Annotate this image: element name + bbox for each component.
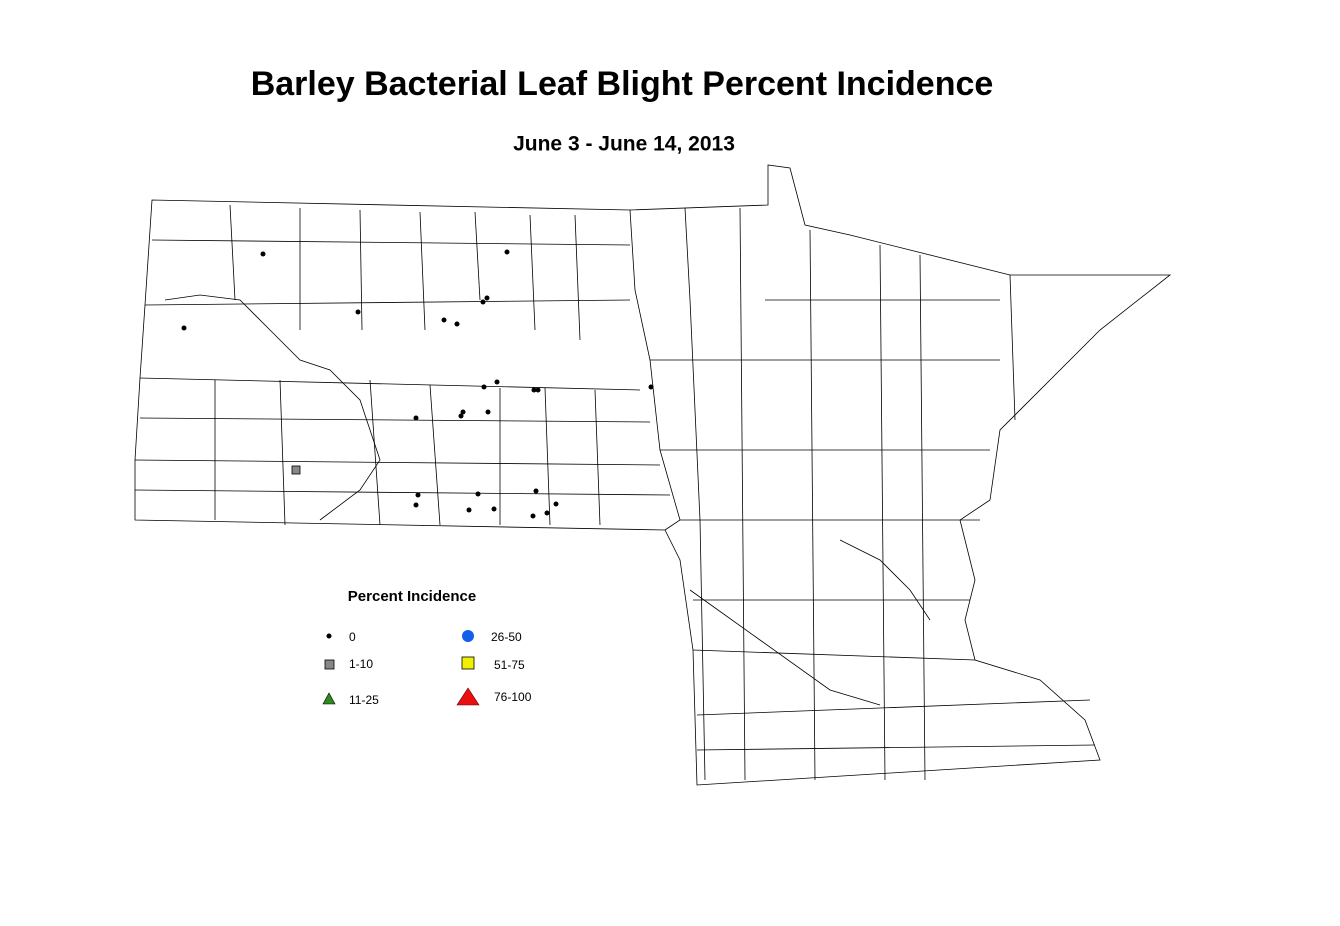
observation-point (415, 492, 421, 498)
legend-label: 0 (349, 630, 356, 644)
observation-point (504, 249, 510, 255)
county-line (474, 211, 481, 301)
observation-point (454, 321, 460, 327)
observation-point (484, 295, 490, 301)
observation-point (355, 309, 361, 315)
legend-label: 51-75 (494, 658, 525, 672)
county-line (692, 649, 976, 661)
county-line (684, 207, 706, 781)
legend-symbol (462, 630, 474, 642)
county-line (574, 214, 581, 341)
legend-label: 76-100 (494, 690, 532, 704)
observation-point (530, 513, 536, 519)
title: Barley Bacterial Leaf Blight Percent Inc… (251, 65, 994, 103)
observation-point (494, 379, 500, 385)
county-line (139, 377, 641, 391)
county-line (1009, 274, 1016, 421)
legend-symbol (324, 659, 335, 670)
legend-title: Percent Incidence (348, 588, 476, 605)
county-line (696, 699, 1091, 716)
county-line (151, 239, 631, 246)
county-line (689, 589, 881, 706)
county-line (839, 539, 931, 621)
legend-label: 11-25 (349, 693, 379, 707)
map (134, 164, 1172, 786)
legend-symbol (461, 656, 475, 670)
observation-point (441, 317, 447, 323)
observation-point (553, 501, 559, 507)
county-line (696, 744, 1096, 751)
county-line (594, 389, 601, 526)
county-line (279, 379, 286, 526)
observation-point (413, 502, 419, 508)
legend-symbol (326, 633, 332, 639)
observation-point (544, 510, 550, 516)
observation-point (260, 251, 266, 257)
county-line (739, 207, 746, 781)
legend-label: 26-50 (491, 630, 522, 644)
observation-point (485, 409, 491, 415)
observation-point (291, 465, 301, 475)
observation-point (533, 488, 539, 494)
county-line (809, 229, 816, 781)
county-line (544, 387, 551, 526)
observation-point (531, 387, 537, 393)
observation-point (535, 387, 541, 393)
county-line (229, 204, 236, 301)
county-line (919, 254, 926, 781)
legend: Percent Incidence 0 1-10 11-25 26-50 51-… (322, 588, 532, 707)
observation-point (475, 491, 481, 497)
county-line (164, 294, 381, 521)
legend-symbol (322, 692, 336, 705)
county-line (429, 384, 441, 526)
region-outline (134, 164, 1172, 786)
county-lines (134, 204, 1096, 781)
legend-label: 1-10 (349, 657, 373, 671)
observation-point (491, 506, 497, 512)
county-line (879, 244, 886, 781)
county-line (134, 459, 661, 466)
legend-symbol (456, 687, 480, 706)
county-line (144, 299, 631, 306)
county-line (529, 214, 536, 331)
observation-point (460, 409, 466, 415)
county-line (629, 209, 681, 531)
observation-point (481, 384, 487, 390)
county-line (134, 489, 671, 496)
observation-point (648, 384, 654, 390)
subtitle: June 3 - June 14, 2013 (513, 133, 735, 156)
observation-points (181, 249, 654, 519)
observation-point (458, 413, 464, 419)
county-line (369, 379, 381, 526)
observation-point (480, 299, 486, 305)
county-line (419, 211, 426, 331)
county-line (359, 209, 363, 331)
observation-point (181, 325, 187, 331)
observation-point (413, 415, 419, 421)
observation-point (466, 507, 472, 513)
county-line (139, 417, 651, 423)
